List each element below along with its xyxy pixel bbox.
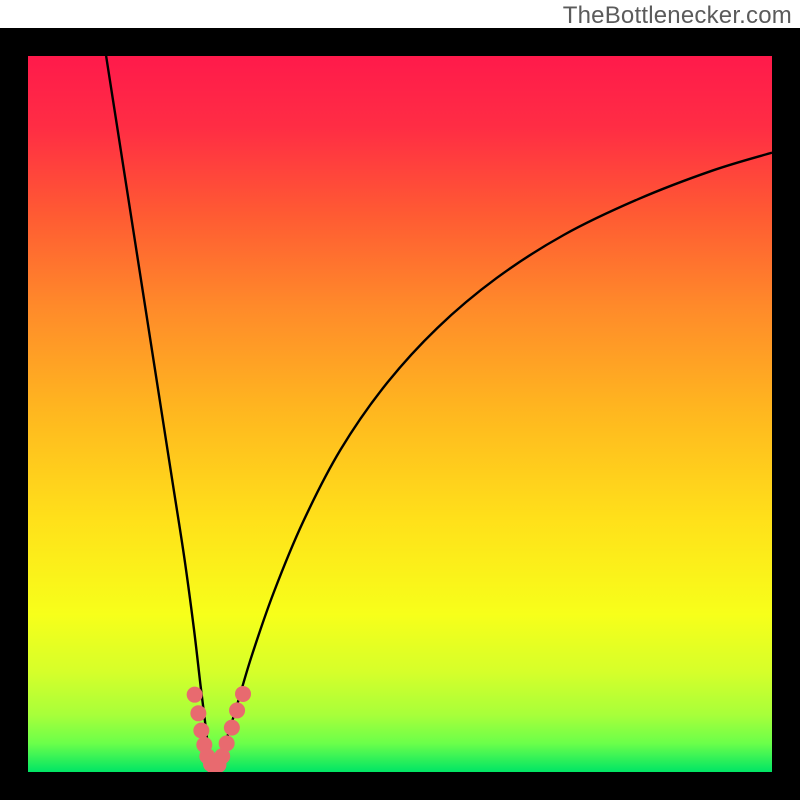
dot-series-point <box>190 705 206 721</box>
dot-series-point <box>229 702 245 718</box>
left-curve <box>106 56 214 771</box>
dot-series-point <box>187 687 203 703</box>
bottleneck-curve-svg <box>28 56 772 772</box>
figure-root: TheBottlenecker.com <box>0 0 800 800</box>
dot-series-group <box>187 686 251 772</box>
dot-series-point <box>219 735 235 751</box>
dot-series-point <box>224 720 240 736</box>
watermark-text: TheBottlenecker.com <box>563 2 792 30</box>
dot-series-point <box>193 722 209 738</box>
plot-area <box>28 56 772 772</box>
dot-series-point <box>235 686 251 702</box>
right-curve <box>214 153 772 771</box>
